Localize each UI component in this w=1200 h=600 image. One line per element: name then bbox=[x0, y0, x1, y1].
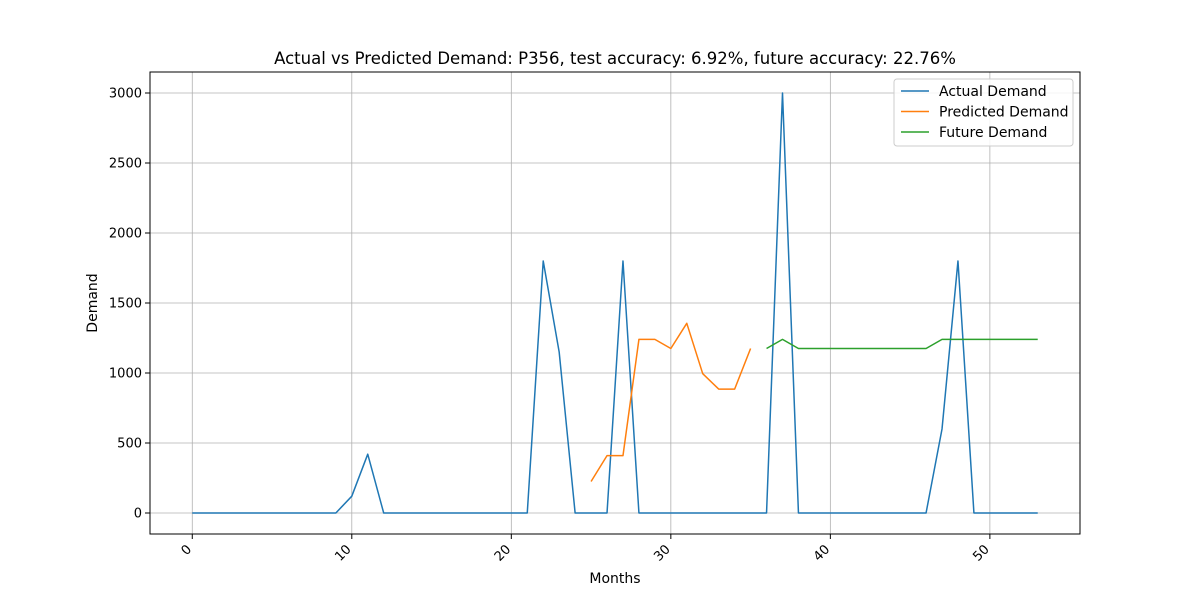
legend-label: Actual Demand bbox=[939, 84, 1047, 100]
legend-label: Predicted Demand bbox=[939, 105, 1069, 121]
series-layer bbox=[192, 92, 1038, 514]
y-tick-label: 2000 bbox=[109, 227, 142, 242]
x-axis-label: Months bbox=[589, 571, 640, 587]
y-axis-label: Demand bbox=[85, 273, 101, 332]
x-tick-label: 20 bbox=[492, 542, 514, 564]
y-tick-label: 0 bbox=[134, 507, 142, 522]
series-line-2 bbox=[590, 322, 752, 482]
series-line-1 bbox=[192, 92, 1038, 514]
y-tick-label: 1500 bbox=[109, 297, 142, 312]
y-tick-label: 1000 bbox=[109, 367, 142, 382]
series-line-3 bbox=[766, 338, 1038, 350]
legend-box bbox=[893, 78, 1074, 147]
chart-title: Actual vs Predicted Demand: P356, test a… bbox=[274, 49, 956, 68]
x-tick-label: 10 bbox=[332, 542, 354, 564]
legend: Actual Demand Predicted Demand Future Dema… bbox=[893, 78, 1074, 147]
y-axis: 0 500 1000 1500 2000 2500 3000 bbox=[109, 87, 150, 522]
x-tick-label: 30 bbox=[651, 542, 673, 564]
x-tick-label: 40 bbox=[811, 542, 833, 564]
x-axis: 0 10 20 30 40 50 bbox=[179, 534, 993, 565]
y-tick-label: 3000 bbox=[109, 87, 142, 102]
y-tick-label: 500 bbox=[117, 437, 142, 452]
x-tick-label: 0 bbox=[179, 542, 195, 558]
y-tick-label: 2500 bbox=[109, 157, 142, 172]
legend-label: Future Demand bbox=[939, 125, 1047, 141]
x-tick-label: 50 bbox=[970, 542, 992, 564]
